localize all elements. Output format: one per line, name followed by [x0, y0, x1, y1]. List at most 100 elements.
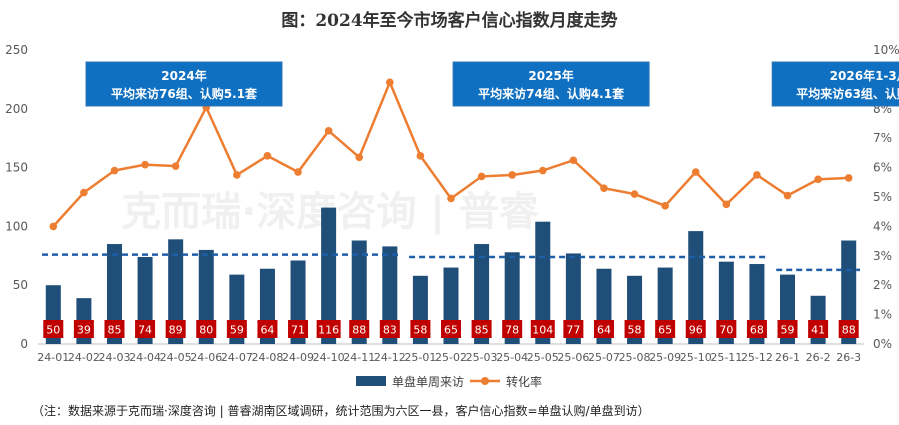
data-label: 50 — [46, 324, 60, 337]
average-annotation-box — [85, 61, 283, 107]
average-annotation-detail: 平均来访74组、认购4.1套 — [478, 86, 625, 101]
data-label: 64 — [260, 324, 274, 337]
y-left-tick-label: 150 — [5, 161, 28, 175]
line-point — [508, 171, 516, 179]
legend-line-marker — [481, 377, 489, 385]
line-point — [661, 202, 669, 210]
average-annotation-year: 2025年 — [528, 68, 573, 83]
average-annotation-year: 2024年 — [161, 68, 206, 83]
data-label: 88 — [842, 324, 856, 337]
data-label-box — [777, 320, 798, 338]
x-tick-label: 24-10 — [313, 351, 345, 364]
data-label-box — [441, 320, 461, 338]
data-label: 58 — [413, 324, 427, 337]
x-tick-label: 25-07 — [588, 351, 620, 364]
x-tick-label: 24-07 — [221, 351, 253, 364]
bar — [106, 244, 122, 344]
x-tick-label: 24-06 — [190, 351, 222, 364]
data-label-box — [135, 320, 156, 338]
line-point — [171, 162, 180, 170]
data-label-box — [288, 320, 309, 338]
y-left-tick-label: 50 — [13, 278, 28, 292]
y-right-tick-label: 0% — [873, 337, 892, 351]
line-point — [630, 190, 639, 198]
data-label: 65 — [444, 324, 458, 337]
data-label-box — [379, 320, 400, 338]
data-label-box — [196, 320, 217, 338]
average-annotation-detail: 平均来访63组、认购3.5套 — [796, 86, 899, 101]
data-label: 80 — [199, 324, 213, 337]
x-tick-label: 25-10 — [680, 351, 712, 364]
data-label: 77 — [566, 324, 580, 337]
line-point — [691, 168, 700, 176]
x-tick-label: 25-05 — [527, 351, 559, 364]
data-label-box — [530, 320, 555, 338]
x-tick-label: 24-02 — [68, 351, 100, 364]
data-label: 85 — [475, 324, 489, 337]
data-label-box — [471, 320, 492, 338]
average-annotation-detail: 平均来访76组、认购5.1套 — [111, 86, 258, 101]
line-point — [814, 175, 822, 184]
data-label-box — [226, 320, 247, 338]
y-right-tick-label: 7% — [873, 131, 892, 145]
data-label-box — [43, 320, 64, 338]
data-label: 64 — [597, 324, 611, 337]
data-label: 104 — [532, 324, 553, 337]
average-annotation-year: 2026年1-3月 — [830, 68, 899, 83]
average-annotation-box — [771, 61, 899, 107]
y-right-tick-label: 1% — [873, 308, 892, 322]
data-label: 68 — [750, 324, 764, 337]
data-label: 78 — [505, 324, 519, 337]
line-point — [80, 188, 88, 197]
line-point — [355, 153, 364, 162]
x-tick-label: 25-04 — [496, 351, 528, 364]
data-label-box — [73, 320, 94, 338]
x-tick-label: 25-03 — [466, 351, 498, 364]
data-label: 89 — [169, 324, 183, 337]
data-label: 58 — [628, 324, 642, 337]
x-tick-label: 25-11 — [710, 351, 742, 364]
data-label-box — [410, 320, 431, 338]
chart-title: 图：2024年至今市场客户信心指数月度走势 — [281, 11, 618, 31]
data-label: 65 — [658, 324, 672, 337]
x-tick-label: 24-11 — [343, 351, 375, 364]
data-label: 59 — [230, 324, 244, 337]
average-annotation-box — [452, 61, 650, 107]
data-label: 70 — [719, 324, 733, 337]
x-tick-label: 25-12 — [741, 351, 773, 364]
data-label: 83 — [383, 324, 397, 337]
line-point — [538, 166, 547, 175]
line-point — [447, 194, 455, 203]
bar — [321, 207, 337, 344]
line-point — [783, 191, 792, 200]
line-point — [49, 222, 58, 231]
y-left-tick-label: 0 — [20, 337, 28, 351]
data-label: 96 — [689, 324, 703, 337]
y-right-tick-label: 10% — [873, 43, 899, 57]
data-label-box — [165, 320, 186, 338]
bar — [535, 221, 551, 344]
bar — [474, 244, 490, 344]
line-point — [477, 172, 486, 181]
data-label-box — [316, 320, 341, 338]
data-label-box — [257, 320, 278, 338]
y-right-tick-label: 2% — [873, 278, 892, 292]
data-label: 85 — [107, 324, 121, 337]
x-tick-label: 24-08 — [251, 351, 283, 364]
y-right-tick-label: 6% — [873, 161, 892, 175]
line-point — [386, 78, 394, 87]
y-right-tick-label: 5% — [873, 190, 892, 204]
data-label-box — [624, 320, 645, 338]
x-tick-label: 24-05 — [160, 351, 192, 364]
data-label-box — [563, 320, 584, 338]
data-label: 39 — [77, 324, 91, 337]
legend-line-label: 转化率 — [506, 374, 542, 389]
x-tick-label: 24-03 — [98, 351, 130, 364]
y-left-tick-label: 100 — [5, 219, 28, 233]
y-right-tick-label: 4% — [873, 219, 892, 233]
line-point — [600, 184, 608, 192]
data-label: 88 — [352, 324, 366, 337]
legend-bar-swatch — [356, 376, 386, 386]
data-label-box — [349, 320, 370, 338]
bar — [841, 240, 857, 344]
